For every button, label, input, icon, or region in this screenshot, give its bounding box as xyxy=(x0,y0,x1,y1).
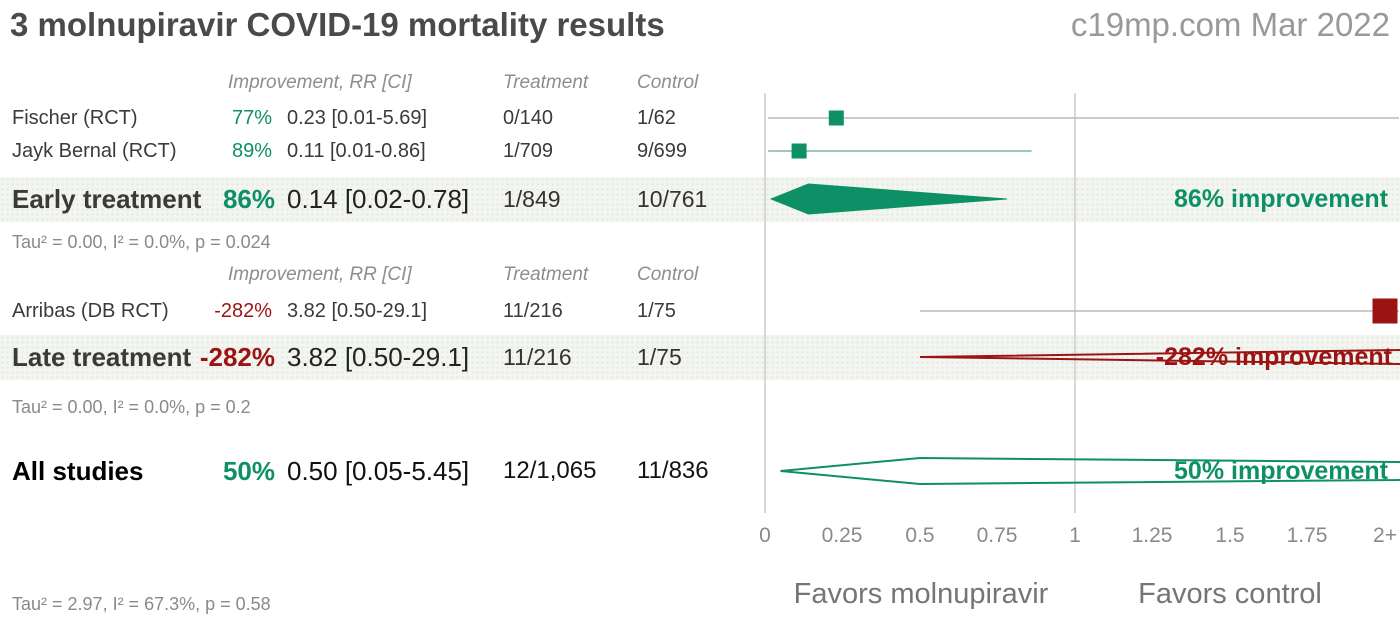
x-axis-tick: 0.5 xyxy=(905,524,935,547)
x-axis-tick: 2+ xyxy=(1373,524,1397,547)
x-axis-tick: 1.75 xyxy=(1286,524,1328,547)
favors-treatment-label: Favors molnupiravir xyxy=(793,578,1049,610)
late-treatment-band xyxy=(0,335,1400,380)
favors-control-label: Favors control xyxy=(1138,578,1322,610)
source-attribution: c19mp.com Mar 2022 xyxy=(1070,6,1390,43)
col-header-control: Control xyxy=(637,72,699,93)
early-treatment-band xyxy=(0,177,1400,222)
treatment-events: 11/216 xyxy=(503,344,572,370)
summary-label: All studies xyxy=(12,456,144,486)
control-events: 1/75 xyxy=(637,300,676,322)
rr-ci-value: 0.50 [0.05-5.45] xyxy=(287,456,470,486)
rr-ci-value: 0.14 [0.02-0.78] xyxy=(287,184,470,214)
control-events: 1/62 xyxy=(637,107,676,129)
improvement-value: 50% xyxy=(222,456,275,486)
improvement-value: -282% xyxy=(199,342,275,372)
column-header-row: Improvement, RR [CI] Treatment Control xyxy=(0,70,760,96)
study-row: Jayk Bernal (RCT) 89% 0.11 [0.01-0.86] 1… xyxy=(0,138,760,164)
study-row: Arribas (DB RCT) -282% 3.82 [0.50-29.1] … xyxy=(0,298,760,324)
treatment-events: 0/140 xyxy=(503,107,554,129)
rr-ci-value: 0.23 [0.01-5.69] xyxy=(287,107,428,129)
study-name: Arribas (DB RCT) xyxy=(12,300,169,322)
improvement-value: 89% xyxy=(231,140,272,162)
treatment-events: 12/1,065 xyxy=(503,457,597,484)
x-axis-tick: 0.75 xyxy=(976,524,1018,547)
study-row: Fischer (RCT) 77% 0.23 [0.01-5.69] 0/140… xyxy=(0,105,760,131)
rr-ci-value: 3.82 [0.50-29.1] xyxy=(287,342,470,372)
column-header-row: Improvement, RR [CI] Treatment Control xyxy=(0,262,760,288)
x-axis-tick: 0.25 xyxy=(821,524,863,547)
x-axis-tick: 1 xyxy=(1069,524,1081,547)
x-axis-tick: 1.5 xyxy=(1215,524,1245,547)
x-axis-tick: 1.25 xyxy=(1131,524,1173,547)
col-header-control: Control xyxy=(637,264,699,285)
heterogeneity-stats: Tau² = 0.00, I² = 0.0%, p = 0.024 xyxy=(12,232,271,252)
summary-label: Early treatment xyxy=(12,184,202,214)
improvement-annotation: 86% improvement xyxy=(1174,185,1388,213)
summary-row-all-studies: All studies 50% 0.50 [0.05-5.45] 12/1,06… xyxy=(0,450,1400,492)
study-name: Fischer (RCT) xyxy=(12,107,138,129)
improvement-annotation: 50% improvement xyxy=(1174,457,1388,485)
control-events: 11/836 xyxy=(637,457,709,484)
improvement-value: 77% xyxy=(231,107,272,129)
treatment-events: 11/216 xyxy=(503,300,563,322)
improvement-annotation: -282% improvement xyxy=(1155,343,1392,371)
control-events: 10/761 xyxy=(637,186,708,212)
col-header-treatment: Treatment xyxy=(503,72,589,93)
treatment-events: 1/709 xyxy=(503,140,554,162)
rr-ci-value: 0.11 [0.01-0.86] xyxy=(287,140,426,162)
page-title: 3 molnupiravir COVID-19 mortality result… xyxy=(10,6,665,43)
rr-ci-value: 3.82 [0.50-29.1] xyxy=(287,300,428,322)
control-events: 9/699 xyxy=(637,140,688,162)
col-header-improvement-rr: Improvement, RR [CI] xyxy=(228,72,412,93)
treatment-events: 1/849 xyxy=(503,186,561,212)
x-axis-tick: 0 xyxy=(759,524,771,547)
heterogeneity-stats: Tau² = 0.00, I² = 0.0%, p = 0.2 xyxy=(12,397,251,417)
summary-row-early-treatment: Early treatment 86% 0.14 [0.02-0.78] 1/8… xyxy=(0,177,1400,222)
col-header-treatment: Treatment xyxy=(503,264,589,285)
summary-row-late-treatment: Late treatment -282% 3.82 [0.50-29.1] 11… xyxy=(0,335,1400,380)
study-name: Jayk Bernal (RCT) xyxy=(12,140,177,162)
improvement-value: -282% xyxy=(214,300,272,322)
col-header-improvement-rr: Improvement, RR [CI] xyxy=(228,264,412,285)
improvement-value: 86% xyxy=(222,184,275,214)
heterogeneity-stats: Tau² = 2.97, I² = 67.3%, p = 0.58 xyxy=(12,594,271,614)
summary-label: Late treatment xyxy=(12,342,192,372)
control-events: 1/75 xyxy=(637,344,682,370)
